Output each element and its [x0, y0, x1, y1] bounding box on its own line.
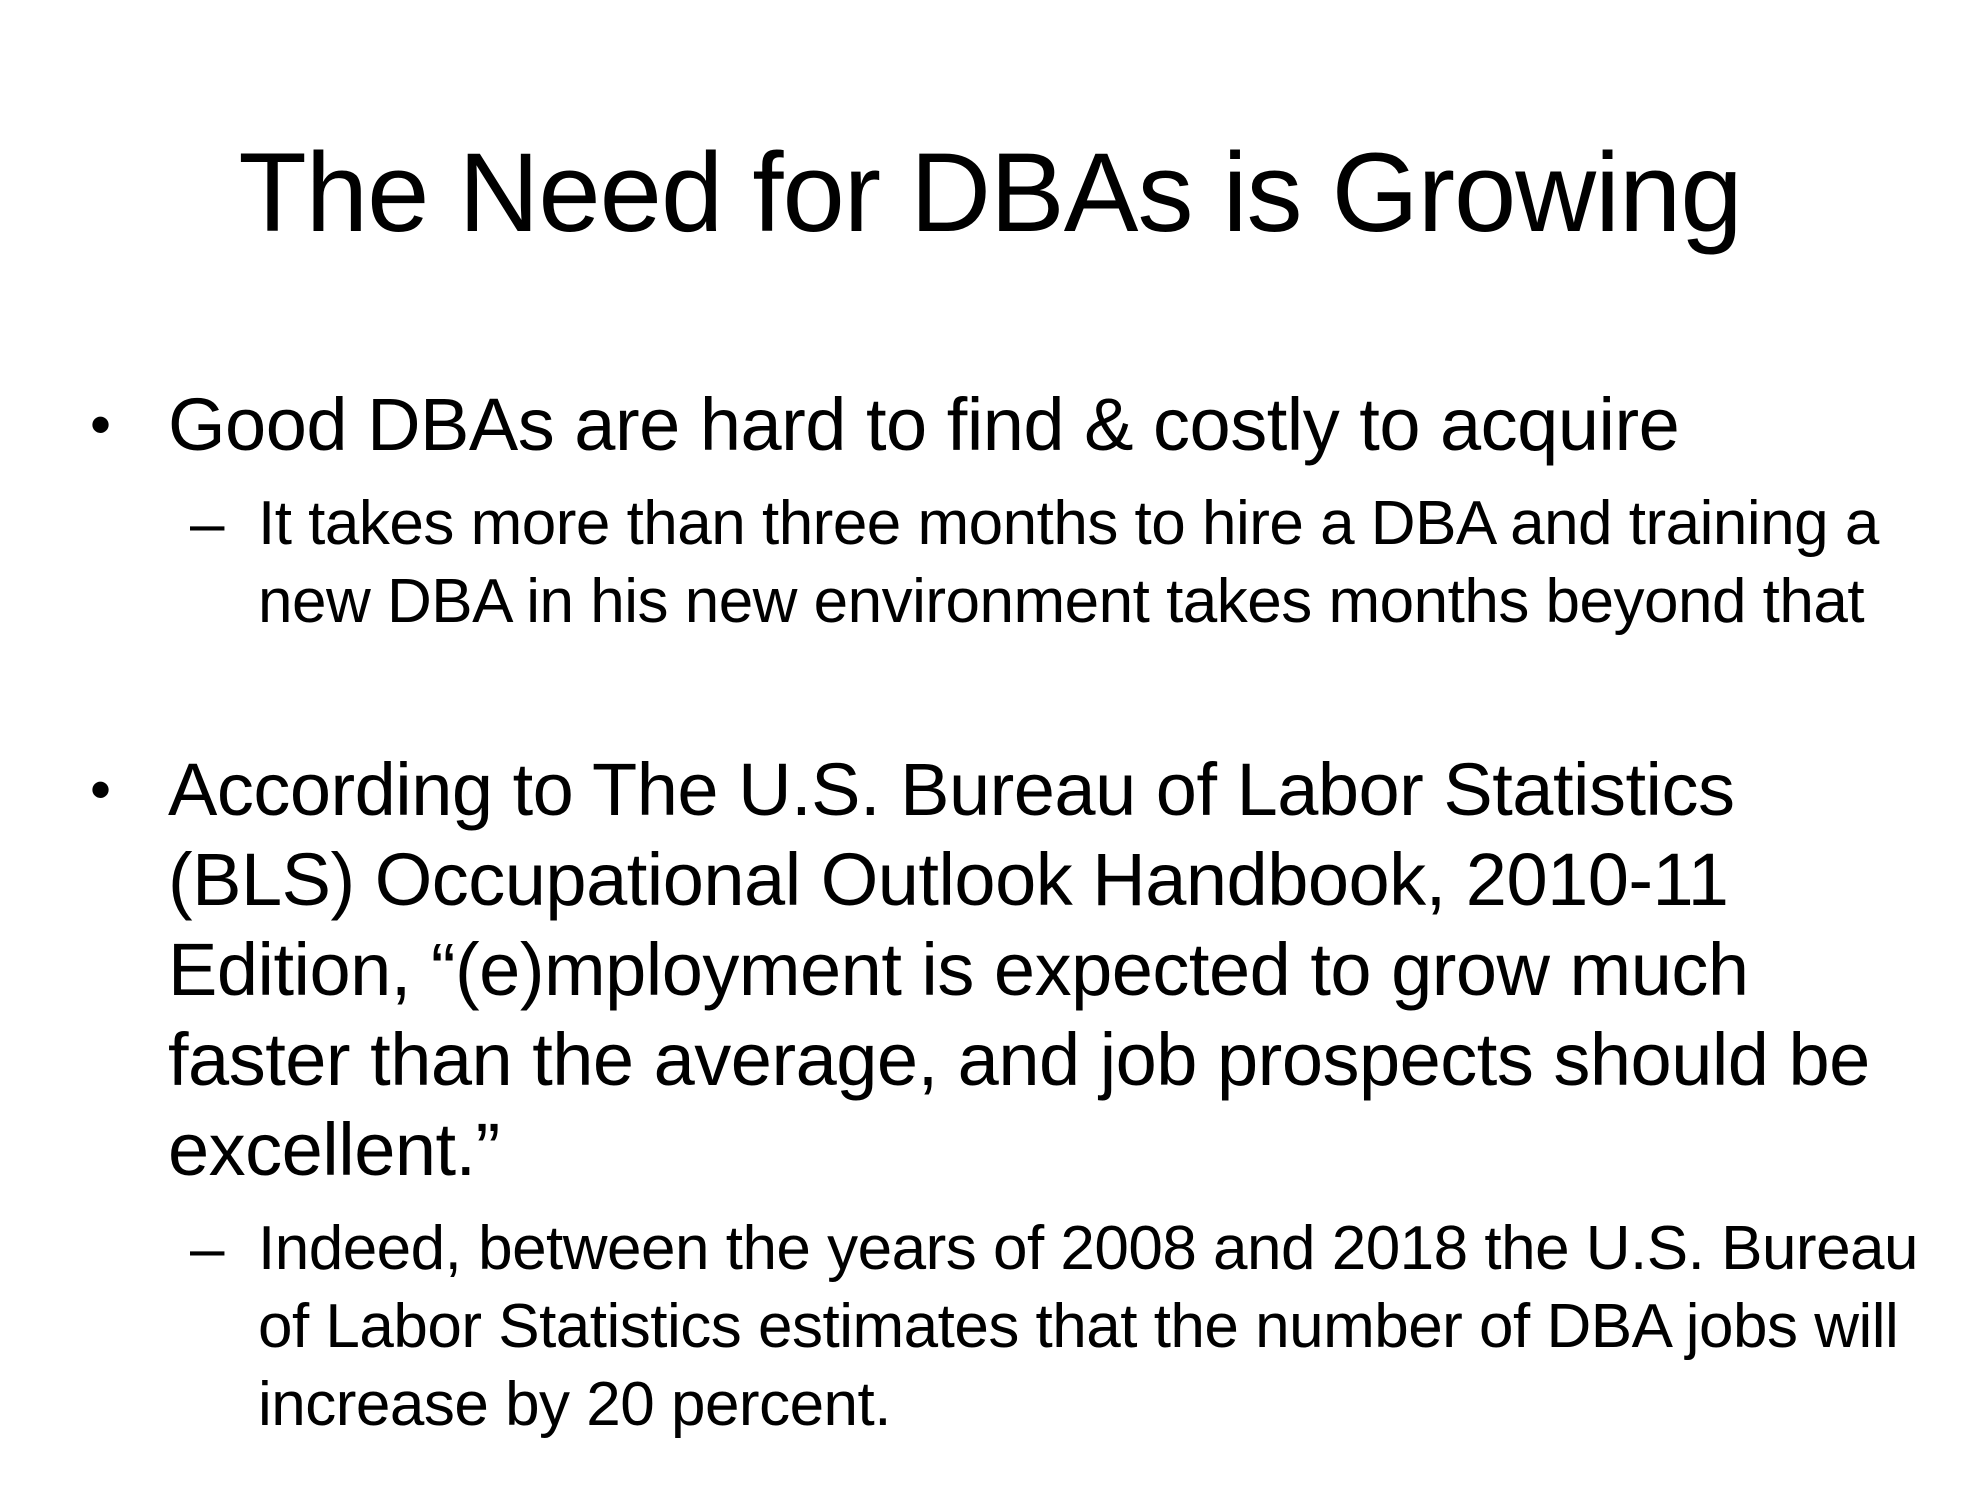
sub-bullet-item: – Indeed, between the years of 2008 and …	[190, 1210, 1938, 1444]
bullet-marker: •	[90, 756, 111, 823]
bullet-text: Good DBAs are hard to find & costly to a…	[168, 383, 1680, 466]
sub-bullet-text: Indeed, between the years of 2008 and 20…	[258, 1214, 1919, 1439]
bullet-marker: •	[90, 391, 111, 458]
bullet-item: • Good DBAs are hard to find & costly to…	[90, 380, 1908, 470]
bullet-text: According to The U.S. Bureau of Labor St…	[168, 748, 1870, 1191]
sub-bullet-text: It takes more than three months to hire …	[258, 489, 1879, 636]
bullet-item: • According to The U.S. Bureau of Labor …	[90, 745, 1908, 1195]
sub-bullet-marker: –	[190, 489, 224, 558]
slide-title: The Need for DBAs is Growing	[238, 130, 1742, 255]
sub-bullet-item: – It takes more than three months to hir…	[190, 485, 1938, 641]
sub-bullet-marker: –	[190, 1214, 224, 1283]
